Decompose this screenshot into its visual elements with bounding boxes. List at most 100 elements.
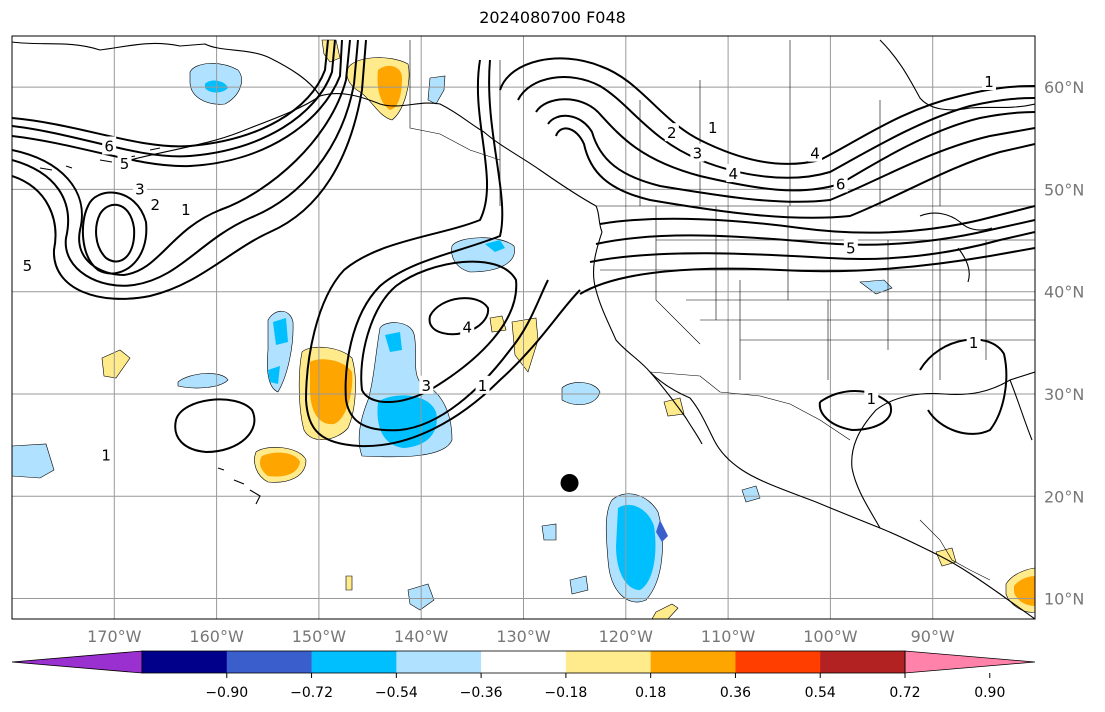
contour-line bbox=[535, 98, 1035, 192]
lon-tick-label: 160°W bbox=[189, 627, 244, 646]
anomaly-patch-negative bbox=[427, 75, 446, 105]
contour-label: 4 bbox=[810, 145, 820, 163]
lat-tick-label: 40°N bbox=[1044, 283, 1084, 302]
anomaly-patch-positive bbox=[651, 603, 679, 619]
anomaly-patch-positive-strong bbox=[377, 65, 402, 110]
anomaly-patch-negative bbox=[569, 575, 589, 595]
colorbar-tick-label: 0.18 bbox=[635, 685, 666, 701]
contour-label-bg bbox=[843, 238, 858, 257]
country-borders bbox=[409, 40, 1035, 581]
lon-tick-label: 110°W bbox=[701, 627, 756, 646]
lon-tick-label: 150°W bbox=[292, 627, 347, 646]
contour-label-bg bbox=[864, 389, 879, 408]
anomaly-patch-positive bbox=[511, 317, 539, 373]
colorbar: −0.90 −0.72 −0.54 −0.36 −0.18 0.18 0.36 0.54 0.7… bbox=[11, 650, 1036, 701]
colorbar-segment bbox=[142, 651, 228, 673]
contour-label-bg bbox=[808, 143, 823, 162]
coastline-alaska-canada bbox=[12, 41, 603, 233]
contour-line bbox=[360, 260, 518, 403]
coastline-us-west bbox=[593, 231, 1035, 619]
contour-line bbox=[174, 398, 256, 454]
contour-label-bg bbox=[117, 153, 132, 172]
contour-label-bg bbox=[690, 143, 705, 162]
contour-label: 1 bbox=[181, 201, 191, 219]
contour-line bbox=[12, 39, 359, 287]
contour-label-bg bbox=[981, 72, 996, 91]
lon-tick-label: 90°W bbox=[911, 627, 955, 646]
anomaly-patch-positive bbox=[663, 397, 685, 417]
contour-line bbox=[344, 59, 549, 432]
lat-tick-label: 10°N bbox=[1044, 590, 1084, 609]
contour-line bbox=[428, 297, 490, 336]
contour-label: 1 bbox=[984, 73, 994, 91]
contour-label: 3 bbox=[693, 145, 703, 163]
anomaly-patch-negative bbox=[859, 279, 893, 295]
contour-line bbox=[12, 39, 343, 168]
contour-label-bg bbox=[419, 375, 434, 394]
contour-label-bg bbox=[99, 445, 114, 464]
contour-label: 2 bbox=[667, 124, 677, 142]
lat-tick-label: 50°N bbox=[1044, 180, 1084, 199]
contour-line bbox=[555, 127, 1035, 219]
anomaly-patch-positive-strong bbox=[260, 452, 300, 477]
lat-tick-label: 20°N bbox=[1044, 487, 1084, 506]
contour-label-bg bbox=[475, 375, 490, 394]
colorbar-segment bbox=[565, 651, 652, 673]
anomaly-patch-positive bbox=[101, 349, 131, 379]
central-america-borders bbox=[919, 519, 991, 581]
contour-label: 3 bbox=[135, 180, 145, 198]
latitude-labels: 10°N 20°N 30°N 40°N 50°N 60°N bbox=[1044, 78, 1084, 608]
contour-label: 1 bbox=[969, 334, 979, 352]
colorbar-segment bbox=[226, 651, 313, 673]
contour-label: 3 bbox=[422, 377, 432, 395]
contour-lines bbox=[12, 39, 1035, 454]
colorbar-segment bbox=[396, 651, 482, 673]
contour-label-bg bbox=[178, 199, 193, 218]
contour-label-bg bbox=[460, 317, 475, 336]
hawaii-islands bbox=[217, 467, 261, 505]
contour-label: 2 bbox=[150, 196, 160, 214]
contour-line bbox=[589, 231, 1035, 263]
anomaly-patch-negative-strong bbox=[485, 240, 505, 252]
lon-tick-label: 130°W bbox=[496, 627, 551, 646]
lat-tick-label: 30°N bbox=[1044, 385, 1084, 404]
colorbar-segment bbox=[481, 651, 567, 673]
coastline-aleutians bbox=[39, 147, 161, 171]
map-frame bbox=[11, 35, 1036, 620]
contour-line bbox=[547, 114, 1035, 203]
contour-line bbox=[304, 59, 581, 448]
anomaly-patch-negative-strong bbox=[377, 332, 437, 448]
lon-tick-label: 100°W bbox=[803, 627, 858, 646]
coastline-hudson bbox=[879, 39, 1035, 111]
contour-line bbox=[517, 76, 1035, 179]
canada-provinces bbox=[499, 40, 941, 206]
colorbar-segment bbox=[311, 651, 397, 673]
colorbar-tick-label: −0.36 bbox=[460, 685, 503, 701]
colorbar-tick-label: 0.90 bbox=[974, 685, 1005, 701]
lon-tick-label: 140°W bbox=[394, 627, 449, 646]
contour-line bbox=[81, 191, 148, 275]
contour-label: 1 bbox=[101, 446, 111, 464]
contour-label: 1 bbox=[708, 119, 718, 137]
contour-line bbox=[12, 39, 336, 158]
contour-label-bg bbox=[20, 256, 35, 275]
contour-label: 5 bbox=[23, 257, 33, 275]
contour-line bbox=[919, 338, 1008, 435]
colorbar-extend-high bbox=[904, 650, 1036, 674]
colorbar-frame bbox=[141, 650, 906, 674]
contour-line bbox=[12, 39, 329, 148]
contour-label-bg bbox=[833, 174, 848, 193]
anomaly-patch-negative bbox=[12, 443, 55, 479]
contour-line bbox=[595, 219, 1035, 246]
lon-tick-label: 170°W bbox=[87, 627, 142, 646]
colorbar-segment bbox=[735, 651, 821, 673]
contour-label-bg bbox=[102, 136, 117, 155]
colorbar-tick-label: −0.90 bbox=[205, 685, 248, 701]
contour-line bbox=[579, 247, 1035, 295]
contour-label: 4 bbox=[462, 319, 472, 337]
contour-label-bg bbox=[705, 118, 720, 137]
colorbar-segment bbox=[650, 651, 736, 673]
